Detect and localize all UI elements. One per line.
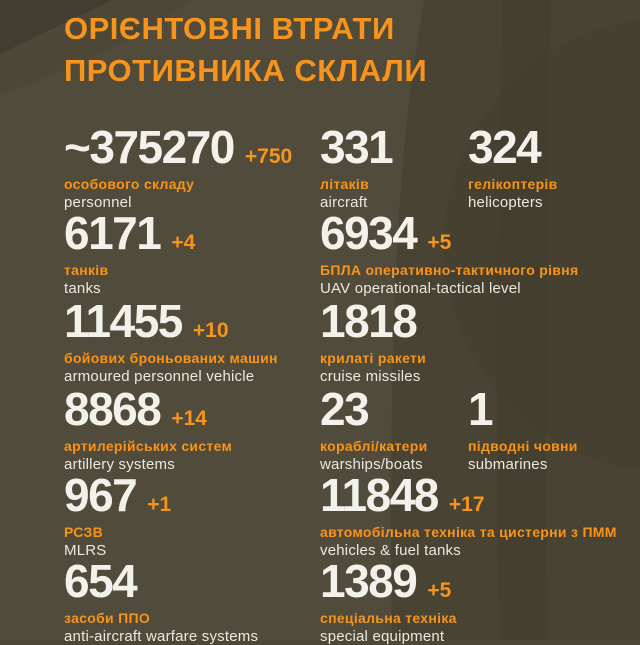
stat-value: 331	[320, 121, 394, 173]
stat-aircraft: 331 літаків aircraft	[320, 121, 394, 211]
stat-special-equipment: 1389 +5 спеціальна техніка special equip…	[320, 558, 457, 645]
stat-tanks: 6171 +4 танків tanks	[64, 210, 195, 297]
stat-delta: +4	[171, 231, 196, 254]
stat-label-ua: кораблі/катери	[320, 438, 428, 454]
stat-number-row: 8868 +14	[64, 386, 232, 432]
stat-value: 11848	[320, 469, 439, 521]
stat-number-row: 654	[64, 558, 258, 604]
stat-value: 6171	[64, 207, 162, 259]
stat-number-row: 331	[320, 121, 394, 173]
stat-cruise-missiles: 1818 крилаті ракети cruise missiles	[320, 298, 426, 385]
page-title: ОРІЄНТОВНІ ВТРАТИ ПРОТИВНИКА СКЛАЛИ	[64, 8, 427, 92]
page-title-line1: ОРІЄНТОВНІ ВТРАТИ	[64, 11, 395, 46]
stat-number-row: 6934 +5	[320, 210, 578, 256]
stat-delta: +5	[427, 579, 452, 602]
stat-value: 11455	[64, 295, 183, 347]
page-title-line2: ПРОТИВНИКА СКЛАЛИ	[64, 53, 428, 88]
stat-delta: +10	[192, 319, 229, 342]
stat-label-ua: бойових броньованих машин	[64, 350, 278, 366]
stat-label-ua: особового складу	[64, 176, 195, 192]
stat-value: 23	[320, 383, 370, 435]
stat-label-en: MLRS	[64, 542, 107, 559]
stat-label-en: armoured personnel vehicle	[64, 368, 255, 385]
stat-value: 324	[468, 121, 542, 173]
stat-personnel: ~375270 +750 особового складу personnel	[64, 124, 292, 211]
stat-label-en: vehicles & fuel tanks	[320, 542, 461, 559]
stat-number-row: 6171 +4	[64, 210, 195, 256]
stat-number-row: ~375270 +750	[64, 124, 292, 170]
stat-label-en: personnel	[64, 194, 132, 211]
stat-label-ua: гелікоптерів	[468, 176, 558, 192]
stat-value: 967	[64, 469, 138, 521]
stat-label-ua: РСЗВ	[64, 524, 103, 540]
stat-warships: 23 кораблі/катери warships/boats	[320, 386, 427, 473]
stat-uav: 6934 +5 БПЛА оперативно-тактичного рівня…	[320, 210, 578, 297]
stat-label-ua: засоби ППО	[64, 610, 151, 626]
stat-label-ua: літаків	[320, 176, 370, 192]
stat-helicopters: 324 гелікоптерів helicopters	[468, 124, 558, 211]
stat-value: 654	[64, 555, 138, 607]
stat-label-ua: артилерійських систем	[64, 438, 233, 454]
stat-value: ~375270	[64, 121, 235, 173]
stat-label-en: warships/boats	[320, 456, 423, 473]
stat-label-en: cruise missiles	[320, 368, 421, 385]
stat-value: 1389	[320, 555, 418, 607]
stat-label-en: submarines	[468, 456, 548, 473]
stat-delta: +14	[171, 407, 207, 430]
stat-label-ua: танків	[64, 262, 109, 278]
stat-artillery: 8868 +14 артилерійських систем artillery…	[64, 386, 232, 473]
stat-label-ua: підводні човни	[468, 438, 578, 454]
stat-value: 1	[468, 383, 494, 435]
stat-label-ua: автомобільна техніка та цистерни з ПММ	[320, 524, 617, 540]
stat-anti-aircraft: 654 засоби ППО anti-aircraft warfare sys…	[64, 558, 258, 645]
stat-label-ua: БПЛА оперативно-тактичного рівня	[320, 262, 579, 278]
stat-label-en: helicopters	[468, 194, 543, 211]
stat-number-row: 967 +1	[64, 472, 171, 518]
stat-number-row: 1818	[320, 298, 426, 344]
stat-label-en: UAV operational-tactical level	[320, 280, 521, 297]
stat-label-en: artillery systems	[64, 456, 175, 473]
stat-mlrs: 967 +1 РСЗВ MLRS	[64, 472, 171, 559]
stat-value: 8868	[64, 383, 162, 435]
stat-value: 1818	[320, 295, 418, 347]
stat-delta: +17	[448, 493, 485, 516]
stat-vehicles-fuel-tanks: 11848 +17 автомобільна техніка та цистер…	[320, 472, 617, 559]
stat-value: 6934	[320, 207, 418, 259]
stat-delta: +5	[427, 231, 452, 254]
stat-armoured-vehicles: 11455 +10 бойових броньованих машин armo…	[64, 298, 278, 385]
stat-number-row: 1389 +5	[320, 558, 457, 604]
stat-label-en: aircraft	[320, 194, 368, 211]
stat-label-ua: спеціальна техніка	[320, 610, 457, 626]
stat-number-row: 1	[468, 386, 578, 432]
stat-label-en: tanks	[64, 280, 101, 297]
stat-submarines: 1 підводні човни submarines	[468, 386, 578, 473]
stat-delta: +1	[147, 493, 172, 516]
stat-number-row: 324	[468, 124, 558, 170]
stat-label-ua: крилаті ракети	[320, 350, 427, 366]
stat-number-row: 11455 +10	[64, 298, 278, 344]
stat-number-row: 11848 +17	[320, 472, 617, 518]
stat-delta: +750	[244, 145, 293, 168]
stat-number-row: 23	[320, 386, 427, 432]
stat-label-en: anti-aircraft warfare systems	[64, 628, 259, 645]
stat-label-en: special equipment	[320, 628, 445, 645]
